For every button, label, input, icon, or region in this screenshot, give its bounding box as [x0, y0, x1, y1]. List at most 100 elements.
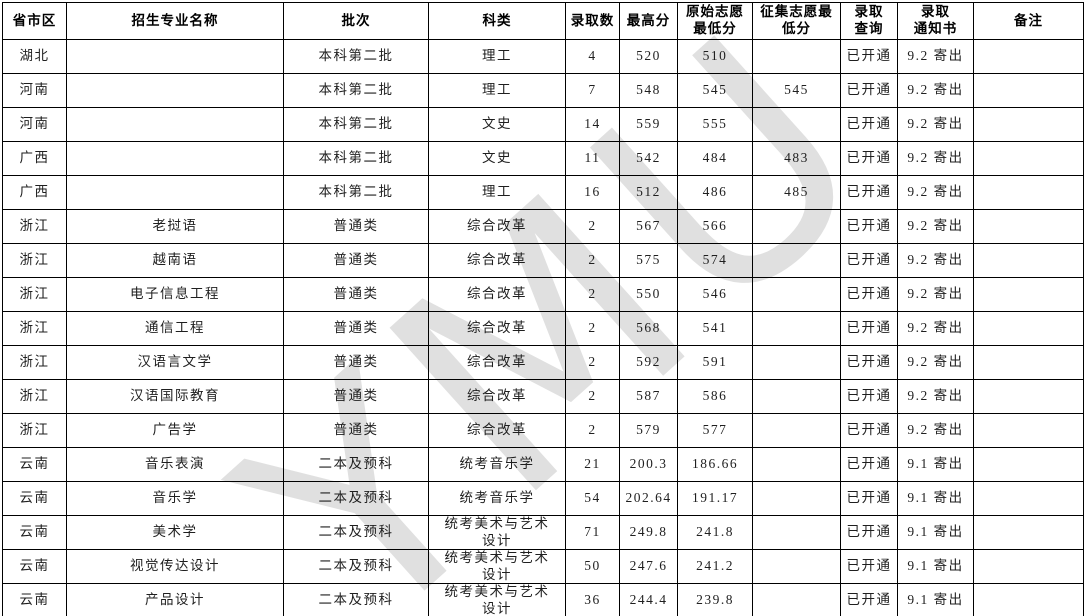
cell-category: 文史 — [428, 107, 566, 142]
cell-remark — [973, 515, 1084, 550]
cell-collected-min — [752, 413, 841, 448]
cell-query: 已开通 — [840, 413, 898, 448]
cell-remark — [973, 583, 1084, 616]
cell-batch: 二本及预科 — [283, 515, 429, 550]
cell-collected-min — [752, 549, 841, 584]
cell-query: 已开通 — [840, 107, 898, 142]
cell-admitted: 7 — [565, 73, 620, 108]
cell-notice: 9.2 寄出 — [897, 39, 974, 74]
cell-remark — [973, 345, 1084, 380]
cell-query: 已开通 — [840, 39, 898, 74]
cell-batch: 普通类 — [283, 311, 429, 346]
table-row: 浙江 越南语 普通类 综合改革 2 575 574 已开通 9.2 寄出 — [2, 243, 1084, 278]
cell-category: 理工 — [428, 175, 566, 210]
cell-orig-min: 555 — [677, 107, 753, 142]
cell-remark — [973, 379, 1084, 414]
cell-major: 越南语 — [66, 243, 284, 278]
table-row: 河南 本科第二批 文史 14 559 555 已开通 9.2 寄出 — [2, 107, 1084, 142]
cell-highest: 587 — [619, 379, 678, 414]
table-row: 浙江 通信工程 普通类 综合改革 2 568 541 已开通 9.2 寄出 — [2, 311, 1084, 346]
cell-orig-min: 566 — [677, 209, 753, 244]
cell-notice: 9.2 寄出 — [897, 107, 974, 142]
cell-collected-min: 483 — [752, 141, 841, 176]
cell-admitted: 4 — [565, 39, 620, 74]
cell-province: 云南 — [2, 447, 67, 482]
cell-query: 已开通 — [840, 379, 898, 414]
cell-major: 音乐表演 — [66, 447, 284, 482]
cell-orig-min: 486 — [677, 175, 753, 210]
cell-highest: 542 — [619, 141, 678, 176]
cell-admitted: 16 — [565, 175, 620, 210]
cell-highest: 520 — [619, 39, 678, 74]
cell-major: 汉语言文学 — [66, 345, 284, 380]
cell-province: 浙江 — [2, 243, 67, 278]
cell-major — [66, 141, 284, 176]
cell-notice: 9.1 寄出 — [897, 515, 974, 550]
cell-collected-min — [752, 379, 841, 414]
cell-collected-min — [752, 39, 841, 74]
cell-collected-min: 485 — [752, 175, 841, 210]
cell-category: 综合改革 — [428, 243, 566, 278]
cell-query: 已开通 — [840, 481, 898, 516]
table-row: 河南 本科第二批 理工 7 548 545 545 已开通 9.2 寄出 — [2, 73, 1084, 108]
cell-query: 已开通 — [840, 549, 898, 584]
column-header-highest: 最高分 — [619, 2, 678, 40]
cell-admitted: 2 — [565, 345, 620, 380]
table-header-row: 省市区 招生专业名称 批次 科类 录取数 最高分 原始志愿 最低分 征集志愿最 低分 录取 查询… — [2, 2, 1084, 40]
cell-highest: 200.3 — [619, 447, 678, 482]
cell-collected-min — [752, 447, 841, 482]
cell-orig-min: 574 — [677, 243, 753, 278]
cell-orig-min: 510 — [677, 39, 753, 74]
cell-major — [66, 39, 284, 74]
table-row: 浙江 老挝语 普通类 综合改革 2 567 566 已开通 9.2 寄出 — [2, 209, 1084, 244]
cell-notice: 9.1 寄出 — [897, 447, 974, 482]
cell-orig-min: 546 — [677, 277, 753, 312]
cell-province: 云南 — [2, 515, 67, 550]
cell-category: 综合改革 — [428, 413, 566, 448]
cell-province: 浙江 — [2, 413, 67, 448]
cell-highest: 579 — [619, 413, 678, 448]
column-header-notice: 录取 通知书 — [897, 2, 974, 40]
cell-orig-min: 241.2 — [677, 549, 753, 584]
cell-remark — [973, 447, 1084, 482]
cell-admitted: 21 — [565, 447, 620, 482]
cell-notice: 9.2 寄出 — [897, 413, 974, 448]
cell-highest: 548 — [619, 73, 678, 108]
cell-category: 综合改革 — [428, 311, 566, 346]
table-row: 广西 本科第二批 理工 16 512 486 485 已开通 9.2 寄出 — [2, 175, 1084, 210]
cell-highest: 249.8 — [619, 515, 678, 550]
table-row: 云南 美术学 二本及预科 统考美术与艺术 设计 71 249.8 241.8 已开通 9.1 寄… — [2, 515, 1084, 550]
cell-category: 文史 — [428, 141, 566, 176]
cell-category: 统考音乐学 — [428, 447, 566, 482]
cell-query: 已开通 — [840, 141, 898, 176]
table-row: 浙江 电子信息工程 普通类 综合改革 2 550 546 已开通 9.2 寄出 — [2, 277, 1084, 312]
cell-notice: 9.2 寄出 — [897, 73, 974, 108]
cell-highest: 202.64 — [619, 481, 678, 516]
cell-highest: 592 — [619, 345, 678, 380]
column-header-collected-min: 征集志愿最 低分 — [752, 2, 841, 40]
cell-remark — [973, 39, 1084, 74]
cell-notice: 9.2 寄出 — [897, 345, 974, 380]
cell-collected-min — [752, 481, 841, 516]
cell-query: 已开通 — [840, 311, 898, 346]
cell-batch: 本科第二批 — [283, 39, 429, 74]
cell-admitted: 2 — [565, 311, 620, 346]
cell-category: 综合改革 — [428, 209, 566, 244]
cell-admitted: 14 — [565, 107, 620, 142]
cell-batch: 普通类 — [283, 277, 429, 312]
cell-admitted: 2 — [565, 379, 620, 414]
cell-remark — [973, 277, 1084, 312]
cell-query: 已开通 — [840, 175, 898, 210]
table-row: 浙江 汉语言文学 普通类 综合改革 2 592 591 已开通 9.2 寄出 — [2, 345, 1084, 380]
cell-batch: 普通类 — [283, 413, 429, 448]
cell-batch: 二本及预科 — [283, 549, 429, 584]
cell-batch: 普通类 — [283, 345, 429, 380]
cell-province: 河南 — [2, 107, 67, 142]
table-row: 浙江 汉语国际教育 普通类 综合改革 2 587 586 已开通 9.2 寄出 — [2, 379, 1084, 414]
table-row: 云南 音乐学 二本及预科 统考音乐学 54 202.64 191.17 已开通 9.1 寄出 — [2, 481, 1084, 516]
cell-highest: 575 — [619, 243, 678, 278]
cell-batch: 普通类 — [283, 243, 429, 278]
cell-collected-min — [752, 277, 841, 312]
cell-orig-min: 484 — [677, 141, 753, 176]
cell-batch: 二本及预科 — [283, 481, 429, 516]
